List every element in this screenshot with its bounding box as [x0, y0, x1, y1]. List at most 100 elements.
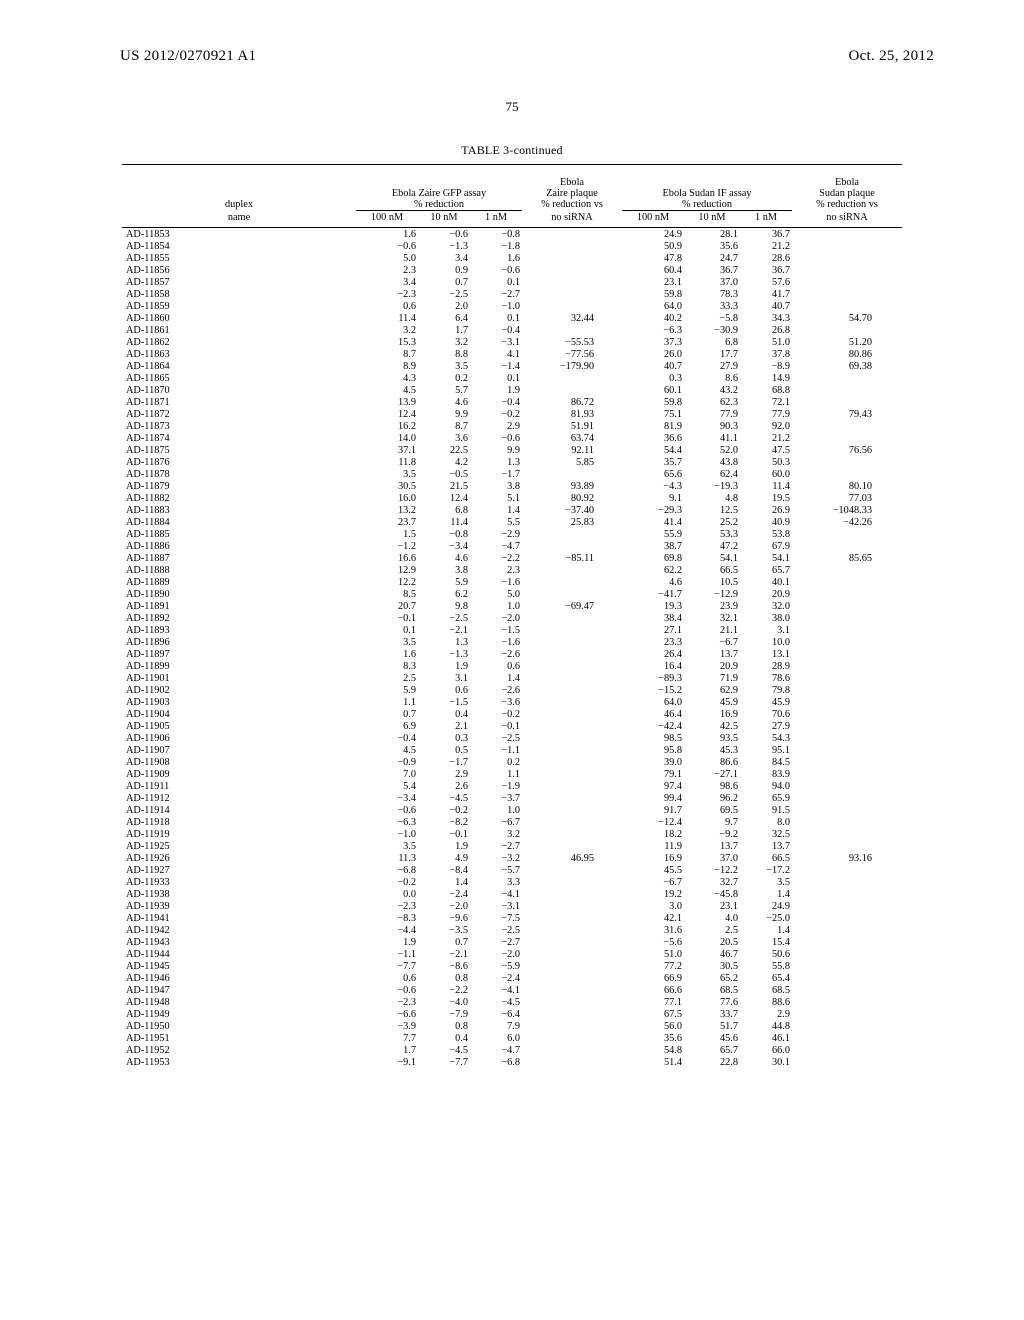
table-row: AD-1187414.03.6−0.663.7436.641.121.2	[122, 432, 902, 444]
table-cell: 63.74	[522, 432, 622, 444]
table-cell: 45.9	[740, 696, 792, 708]
table-cell: −1.6	[470, 576, 522, 588]
table-cell: 51.20	[792, 336, 902, 348]
table-cell: 5.85	[522, 456, 622, 468]
table-cell: 10.5	[684, 576, 740, 588]
table-cell: −2.2	[470, 552, 522, 564]
table-cell: 78.3	[684, 288, 740, 300]
table-cell: −0.4	[470, 396, 522, 408]
table-cell: −0.1	[470, 720, 522, 732]
table-cell: AD-11950	[122, 1020, 356, 1032]
table-cell: 5.0	[470, 588, 522, 600]
table-cell: −5.9	[470, 960, 522, 972]
table-cell	[522, 636, 622, 648]
table-cell: 21.5	[418, 480, 470, 492]
table-cell: 22.5	[418, 444, 470, 456]
table-cell	[522, 696, 622, 708]
table-cell: 0.9	[418, 264, 470, 276]
table-cell: 9.8	[418, 600, 470, 612]
table-cell	[522, 720, 622, 732]
table-cell: AD-11901	[122, 672, 356, 684]
table-row: AD-118531.6−0.6−0.824.928.136.7	[122, 228, 902, 241]
table-cell: −1048.33	[792, 504, 902, 516]
table-cell: 47.2	[684, 540, 740, 552]
table-cell: 4.6	[418, 552, 470, 564]
table-cell: 90.3	[684, 420, 740, 432]
table-cell: 4.6	[622, 576, 684, 588]
table-cell	[522, 960, 622, 972]
table-cell: −4.5	[418, 792, 470, 804]
table-cell: 16.9	[622, 852, 684, 864]
table-cell: AD-11947	[122, 984, 356, 996]
table-row: AD-118638.78.84.1−77.5626.017.737.880.86	[122, 348, 902, 360]
table-row: AD-119056.92.1−0.1−42.442.527.9	[122, 720, 902, 732]
table-cell: −30.9	[684, 324, 740, 336]
table-cell: 4.1	[470, 348, 522, 360]
table-cell: 37.3	[622, 336, 684, 348]
table-cell: 12.9	[356, 564, 418, 576]
table-cell	[522, 864, 622, 876]
table-cell: 20.9	[740, 588, 792, 600]
table-cell: 0.6	[356, 300, 418, 312]
table-cell: 11.4	[418, 516, 470, 528]
table-row: AD-11944−1.1−2.1−2.051.046.750.6	[122, 948, 902, 960]
table-cell: 14.9	[740, 372, 792, 384]
table-row: AD-11941−8.3−9.6−7.542.14.0−25.0	[122, 912, 902, 924]
table-cell: −17.2	[740, 864, 792, 876]
table-cell: 35.6	[684, 240, 740, 252]
table-cell	[792, 936, 902, 948]
table-cell	[792, 540, 902, 552]
table-cell: 1.3	[470, 456, 522, 468]
table-cell: 1.6	[356, 648, 418, 660]
table-cell: −0.4	[470, 324, 522, 336]
publication-date: Oct. 25, 2012	[848, 48, 934, 65]
table-cell: AD-11952	[122, 1044, 356, 1056]
table-row: AD-1188716.64.6−2.2−85.1169.854.154.185.…	[122, 552, 902, 564]
table-cell: 8.9	[356, 360, 418, 372]
table-row: AD-118851.5−0.8−2.955.953.353.8	[122, 528, 902, 540]
table-cell	[522, 1032, 622, 1044]
table-cell: −0.4	[356, 732, 418, 744]
table-cell: 11.4	[356, 312, 418, 324]
table-cell: −5.8	[684, 312, 740, 324]
table-cell: 4.5	[356, 384, 418, 396]
table-cell	[522, 816, 622, 828]
table-cell: 33.3	[684, 300, 740, 312]
table-cell: 54.8	[622, 1044, 684, 1056]
table-cell	[792, 780, 902, 792]
table-cell: 5.9	[356, 684, 418, 696]
col-duplex: duplex	[122, 165, 356, 211]
table-cell: 92.11	[522, 444, 622, 456]
table-cell: 11.3	[356, 852, 418, 864]
table-cell: −69.47	[522, 600, 622, 612]
table-cell: AD-11875	[122, 444, 356, 456]
table-cell	[792, 732, 902, 744]
col-zaire-plaque: EbolaZaire plaque% reduction vs	[522, 165, 622, 211]
table-cell: 32.5	[740, 828, 792, 840]
table-cell: 46.7	[684, 948, 740, 960]
table-cell: 8.3	[356, 660, 418, 672]
colgroup-zaire-gfp: Ebola Zaire GFP assay % reduction	[356, 165, 522, 211]
table-cell: −27.1	[684, 768, 740, 780]
table-cell: 0.4	[418, 1032, 470, 1044]
table-cell: −4.3	[622, 480, 684, 492]
table-row: AD-11918−6.3−8.2−6.7−12.49.78.0	[122, 816, 902, 828]
table-cell: −4.1	[470, 888, 522, 900]
table-cell: 95.1	[740, 744, 792, 756]
table-cell: 2.3	[470, 564, 522, 576]
table-cell: 53.8	[740, 528, 792, 540]
table-cell: −8.2	[418, 816, 470, 828]
table-cell: −89.3	[622, 672, 684, 684]
table-cell: 0.5	[418, 744, 470, 756]
table-row: AD-118971.6−1.3−2.626.413.713.1	[122, 648, 902, 660]
table-cell: −1.0	[356, 828, 418, 840]
table-cell: 51.0	[740, 336, 792, 348]
table-cell: 0.6	[470, 660, 522, 672]
table-cell: AD-11858	[122, 288, 356, 300]
table-cell	[792, 324, 902, 336]
col-nosirna-1: no siRNA	[522, 210, 622, 228]
table-cell: 47.5	[740, 444, 792, 456]
table-cell: 69.8	[622, 552, 684, 564]
table-row: AD-11945−7.7−8.6−5.977.230.555.8	[122, 960, 902, 972]
table-cell: −15.2	[622, 684, 684, 696]
